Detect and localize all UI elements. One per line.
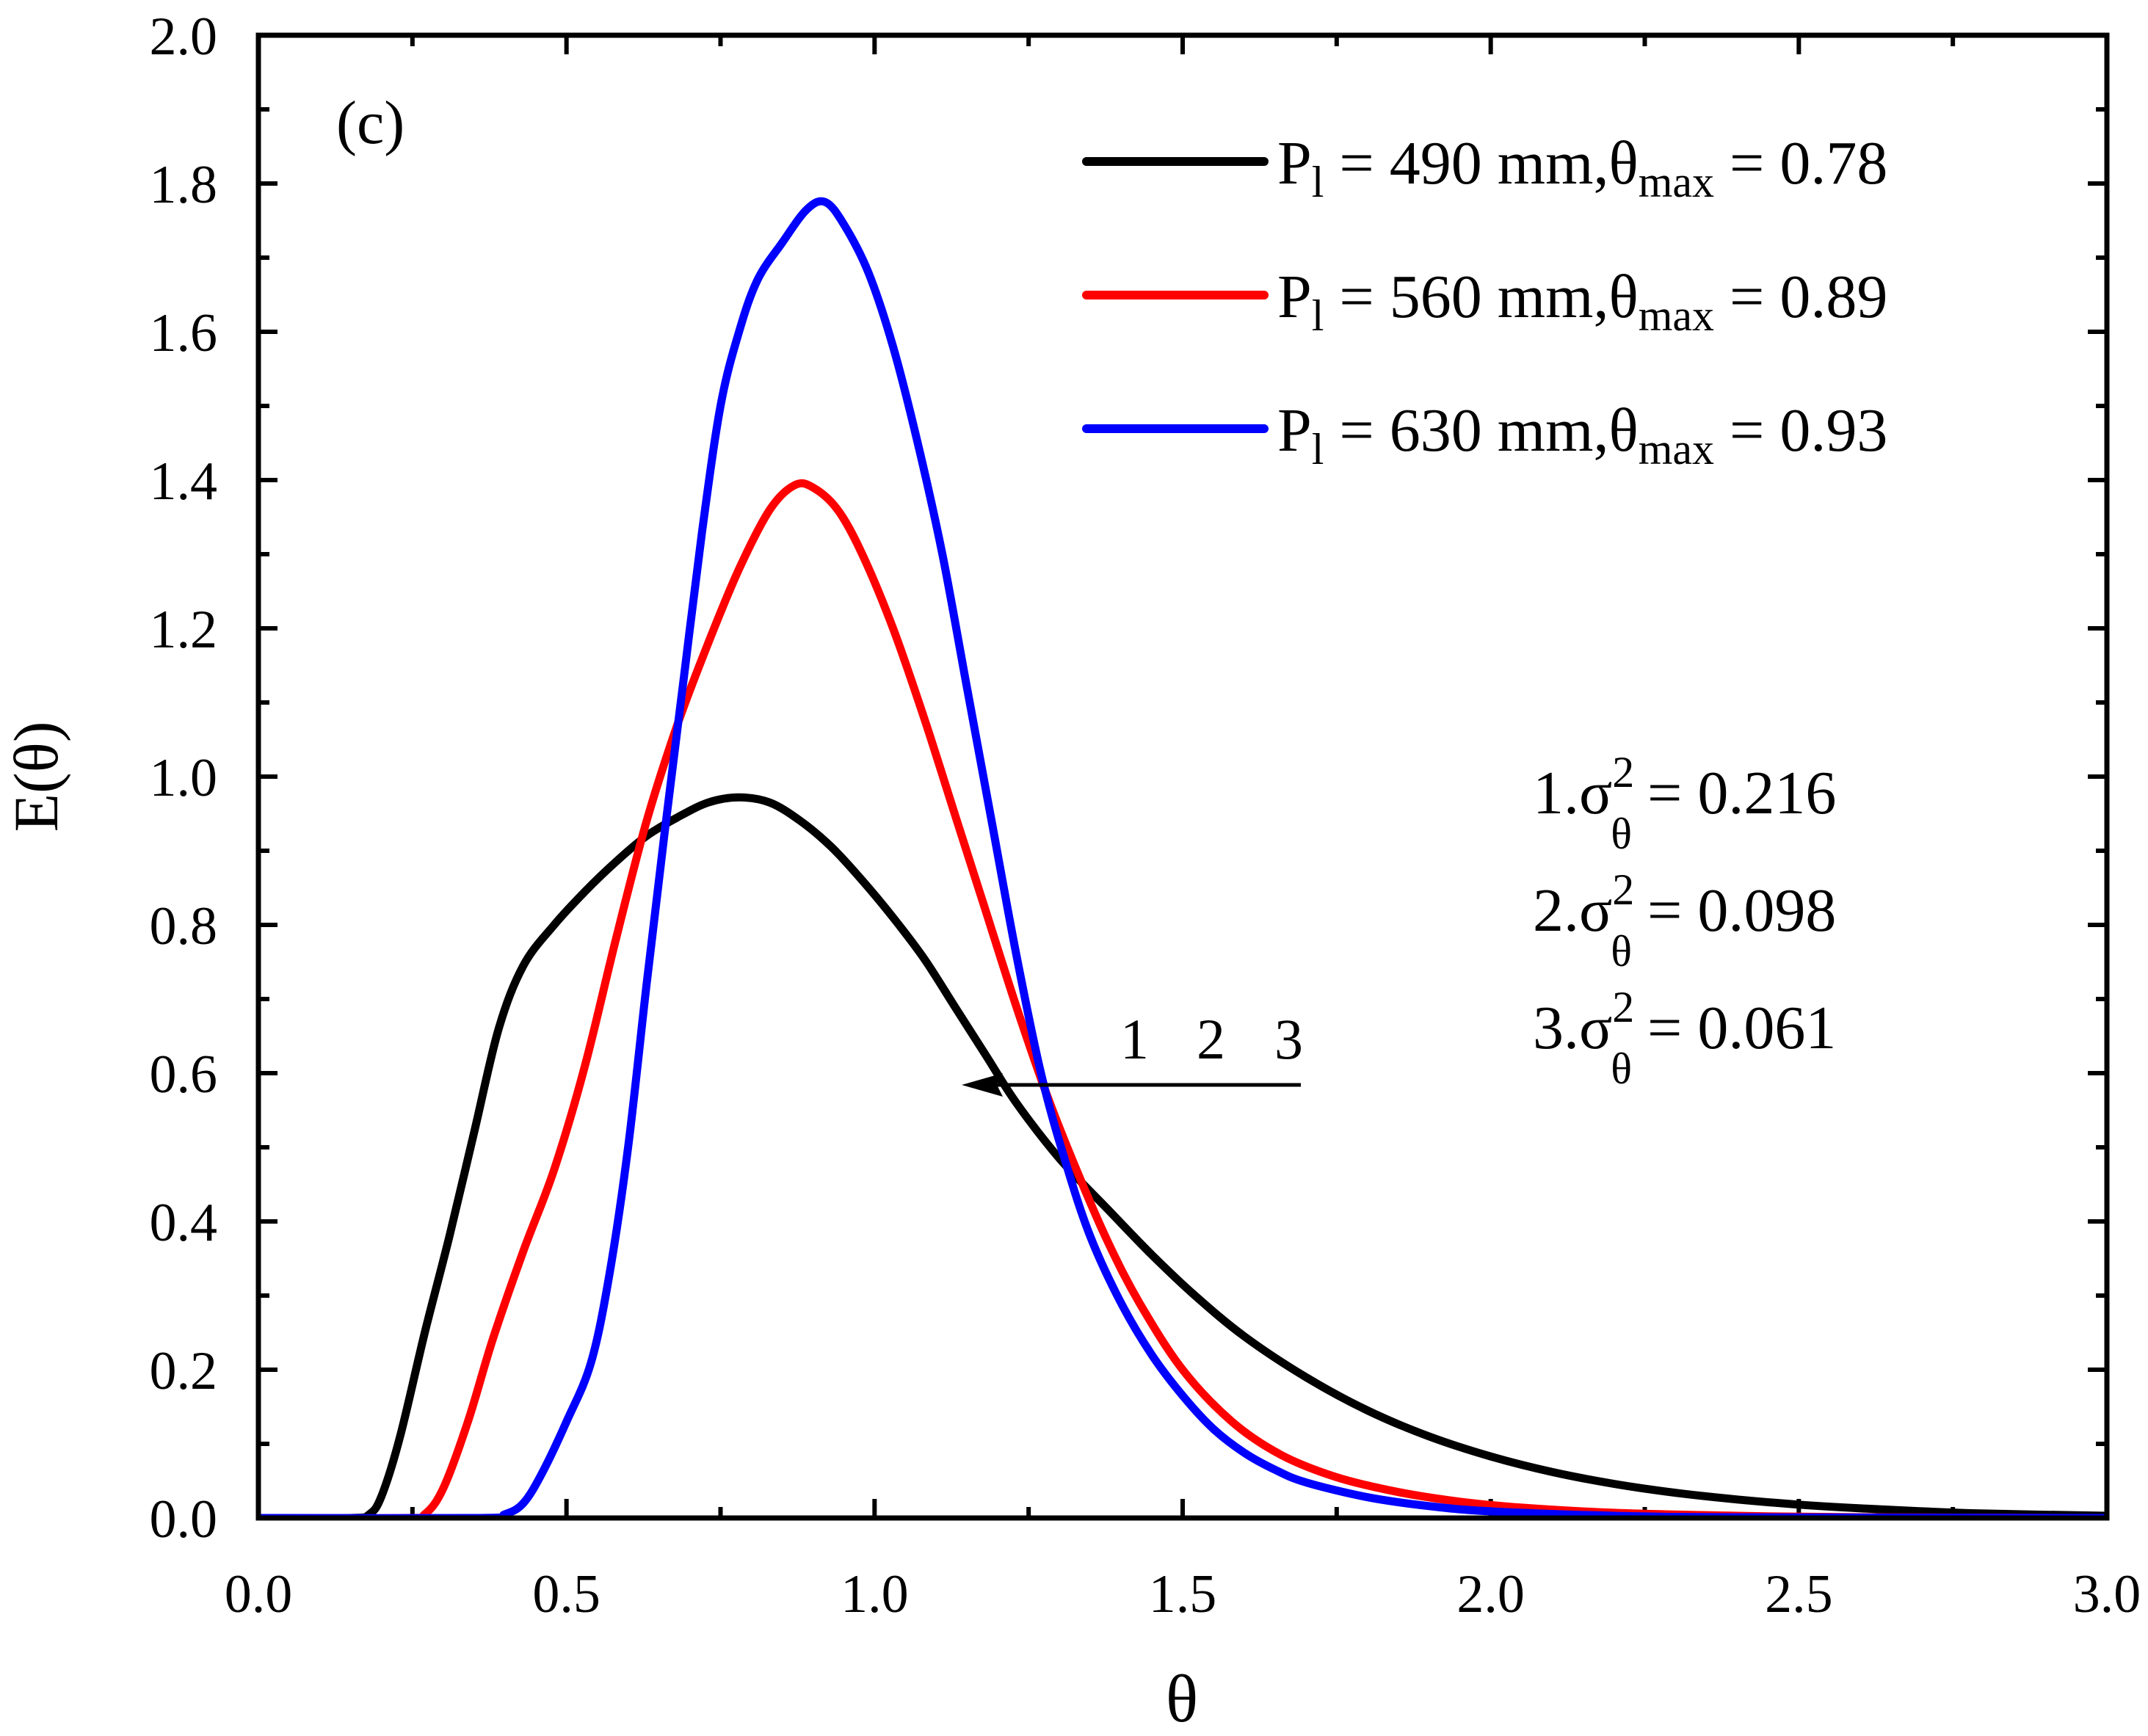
arrow-head [962, 1073, 1003, 1097]
y-tick-label: 1.0 [150, 748, 218, 808]
x-tick-label: 2.5 [1765, 1564, 1833, 1624]
arrow-label-1: 1 [1120, 1007, 1149, 1071]
x-tick-label: 3.0 [2073, 1564, 2141, 1624]
panel-label: (c) [336, 89, 404, 157]
tick-labels: 0.0 0.5 1.0 1.5 2.0 2.5 3.0 0.0 0.2 0.4 0.6 0.8 1.0 1… [150, 7, 2141, 1624]
series-line-3 [258, 197, 2107, 1518]
series-line-1 [258, 793, 2107, 1518]
plot-frame [255, 32, 2110, 1521]
y-axis-label: E(θ) [1, 721, 71, 832]
series-line-2 [258, 479, 2107, 1518]
x-tick-label: 1.0 [841, 1564, 909, 1624]
x-tick-label: 0.0 [225, 1564, 293, 1624]
y-tick-label: 0.6 [150, 1045, 218, 1105]
y-tick-label: 1.2 [150, 600, 218, 660]
x-tick-label: 2.0 [1456, 1564, 1525, 1624]
x-tick-label: 0.5 [532, 1564, 601, 1624]
variance-annotation-3: 3.σ2 θ = 0.061 [1533, 983, 1836, 1093]
y-tick-label: 0.2 [150, 1341, 218, 1401]
y-tick-label: 1.6 [150, 303, 218, 363]
legend-label-2: Pl = 560 mm,θmax = 0.89 [1277, 263, 1887, 340]
variance-annotation-1: 1.σ2 θ = 0.216 [1533, 748, 1836, 858]
legend: Pl = 490 mm,θmax = 0.78 Pl = 560 mm,θmax … [1082, 129, 1887, 473]
variance-annotation-2: 2.σ2 θ = 0.098 [1533, 865, 1836, 976]
arrow-label-2: 2 [1197, 1007, 1225, 1071]
y-tick-label: 2.0 [150, 7, 218, 67]
y-tick-label: 1.8 [150, 155, 218, 215]
legend-label-1: Pl = 490 mm,θmax = 0.78 [1277, 129, 1887, 206]
y-tick-label: 1.4 [150, 451, 218, 512]
x-axis-label: θ [1166, 1661, 1198, 1736]
x-tick-label: 1.5 [1149, 1564, 1217, 1624]
y-tick-label: 0.8 [150, 896, 218, 956]
y-tick-label: 0.4 [150, 1193, 218, 1253]
y-tick-label: 0.0 [150, 1489, 218, 1550]
series-group [258, 197, 2107, 1518]
legend-label-3: Pl = 630 mm,θmax = 0.93 [1277, 396, 1887, 473]
arrow-label-3: 3 [1274, 1007, 1303, 1071]
